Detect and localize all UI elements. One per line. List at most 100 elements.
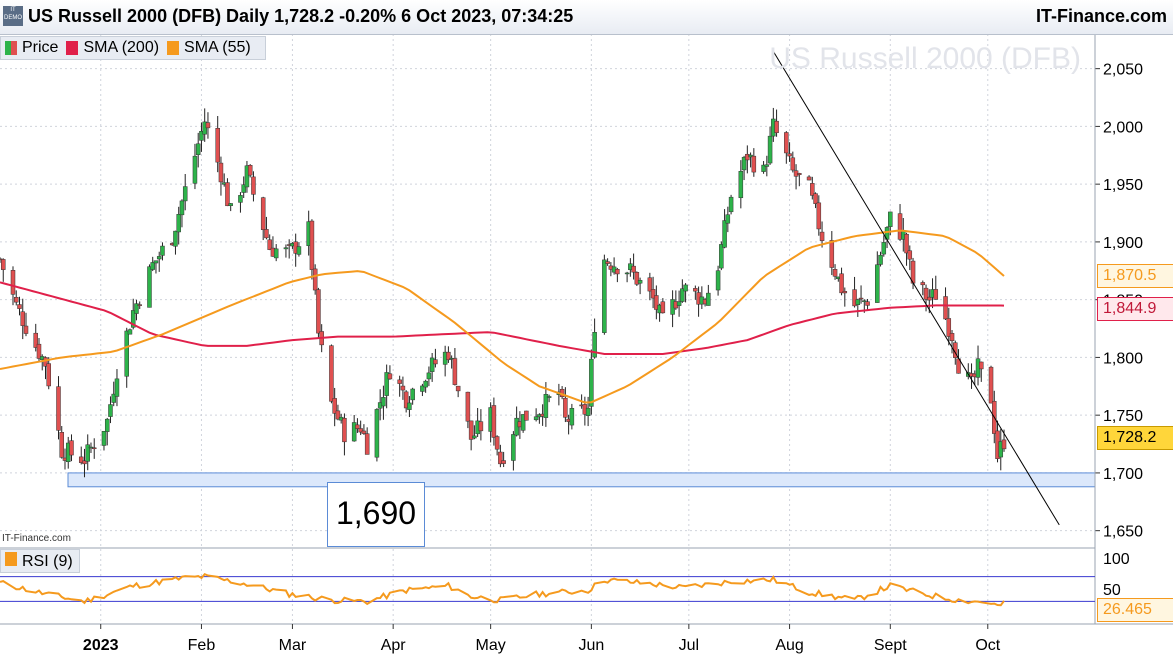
candle-body — [715, 270, 721, 291]
candle-body — [17, 304, 22, 309]
candle-body — [605, 261, 610, 264]
candle-body — [273, 248, 279, 259]
candle-body — [225, 182, 230, 207]
candle-body — [949, 333, 955, 342]
candle-body — [468, 420, 474, 440]
candle-body — [364, 433, 370, 455]
legend-sma55-label: SMA (55) — [184, 39, 251, 56]
legend-sma55[interactable]: SMA (55) — [167, 39, 251, 57]
candle-body — [797, 173, 802, 175]
chart-watermark: US Russell 2000 (DFB) — [769, 42, 1081, 75]
legend-sma200[interactable]: SMA (200) — [66, 39, 159, 57]
candle-body — [738, 170, 744, 199]
candle-body — [407, 402, 412, 410]
chart-title: US Russell 2000 (DFB) Daily 1,728.2 -0.2… — [28, 6, 574, 26]
price-legend: Price SMA (200) SMA (55) — [0, 36, 266, 60]
candle-body — [374, 409, 380, 458]
candle-body — [589, 358, 594, 407]
x-tick-label: Mar — [279, 637, 307, 654]
candle-body — [426, 372, 432, 380]
rsi-legend: RSI (9) — [0, 549, 80, 573]
candle-body — [429, 357, 435, 372]
candle-body — [855, 299, 861, 305]
candle-body — [806, 176, 812, 181]
candle-body — [238, 195, 243, 203]
candle-body — [199, 130, 204, 141]
candle-body — [904, 233, 909, 254]
y-tick-label: 1,950 — [1103, 177, 1143, 194]
candle-body — [351, 422, 357, 442]
candle-body — [130, 310, 136, 328]
sma55-line — [0, 229, 1005, 404]
candle-body — [810, 183, 815, 196]
candle-body — [410, 388, 415, 401]
candle-body — [195, 143, 201, 155]
candle-body — [832, 269, 838, 277]
candle-body — [114, 378, 120, 397]
candle-body — [228, 203, 233, 206]
candle-body — [897, 213, 903, 240]
candle-body — [693, 288, 698, 292]
candle-body — [260, 197, 266, 231]
candle-body — [524, 410, 529, 421]
candle-body — [543, 394, 549, 418]
candle-body — [988, 366, 994, 404]
x-tick-label: Sept — [874, 637, 907, 654]
candle-body — [858, 297, 864, 300]
last-price-tag: 1,728.2 — [1097, 426, 1173, 450]
candle-body — [267, 239, 272, 250]
x-tick-label: Jun — [578, 637, 604, 654]
candle-body — [10, 270, 16, 295]
candle-body — [719, 244, 724, 269]
candle-body — [251, 176, 256, 195]
candle-body — [342, 417, 347, 443]
candle-body — [23, 325, 29, 334]
candle-body — [91, 447, 97, 450]
candle-body — [381, 397, 386, 407]
price-panel — [0, 34, 1095, 548]
candle-body — [101, 430, 107, 446]
candle-body — [923, 287, 929, 300]
candle-body — [741, 156, 747, 171]
candle-body — [179, 200, 185, 216]
candle-body — [85, 444, 90, 462]
rsi-tick-label: 50 — [1103, 582, 1121, 599]
rsi-swatch-icon — [5, 551, 17, 566]
candle-body — [0, 259, 6, 270]
candle-body — [790, 157, 796, 171]
price-swatch-icon — [5, 41, 17, 55]
candle-body — [403, 391, 409, 409]
y-axis-panel — [1095, 34, 1173, 624]
candle-body — [842, 291, 848, 294]
legend-rsi-label: RSI (9) — [22, 552, 73, 570]
candle-body — [920, 282, 926, 286]
sma55-swatch-icon — [167, 41, 180, 55]
candle-body — [361, 430, 367, 434]
candle-body — [764, 164, 770, 167]
candle-body — [813, 193, 818, 204]
candle-body — [192, 155, 198, 184]
candle-body — [533, 416, 539, 421]
candle-body — [173, 230, 178, 247]
candle-body — [631, 265, 636, 273]
legend-price[interactable]: Price — [5, 39, 58, 57]
candle-body — [312, 268, 318, 291]
candle-body — [881, 242, 887, 255]
candle-body — [888, 211, 893, 227]
candle-body — [878, 254, 883, 265]
candle-body — [592, 332, 597, 358]
candle-body — [728, 196, 734, 213]
legend-sma200-label: SMA (200) — [83, 39, 160, 56]
candle-body — [46, 363, 51, 387]
legend-rsi[interactable]: RSI (9) — [5, 551, 73, 571]
candle-body — [104, 418, 110, 432]
candle-body — [725, 214, 731, 224]
candle-body — [82, 460, 87, 465]
small-brand: IT-Finance.com — [2, 533, 71, 544]
rsi-line — [0, 573, 1005, 607]
candle-body — [400, 385, 406, 391]
trendline — [772, 51, 1060, 526]
rsi-value-tag: 26.465 — [1097, 598, 1173, 622]
candle-body — [946, 318, 952, 337]
